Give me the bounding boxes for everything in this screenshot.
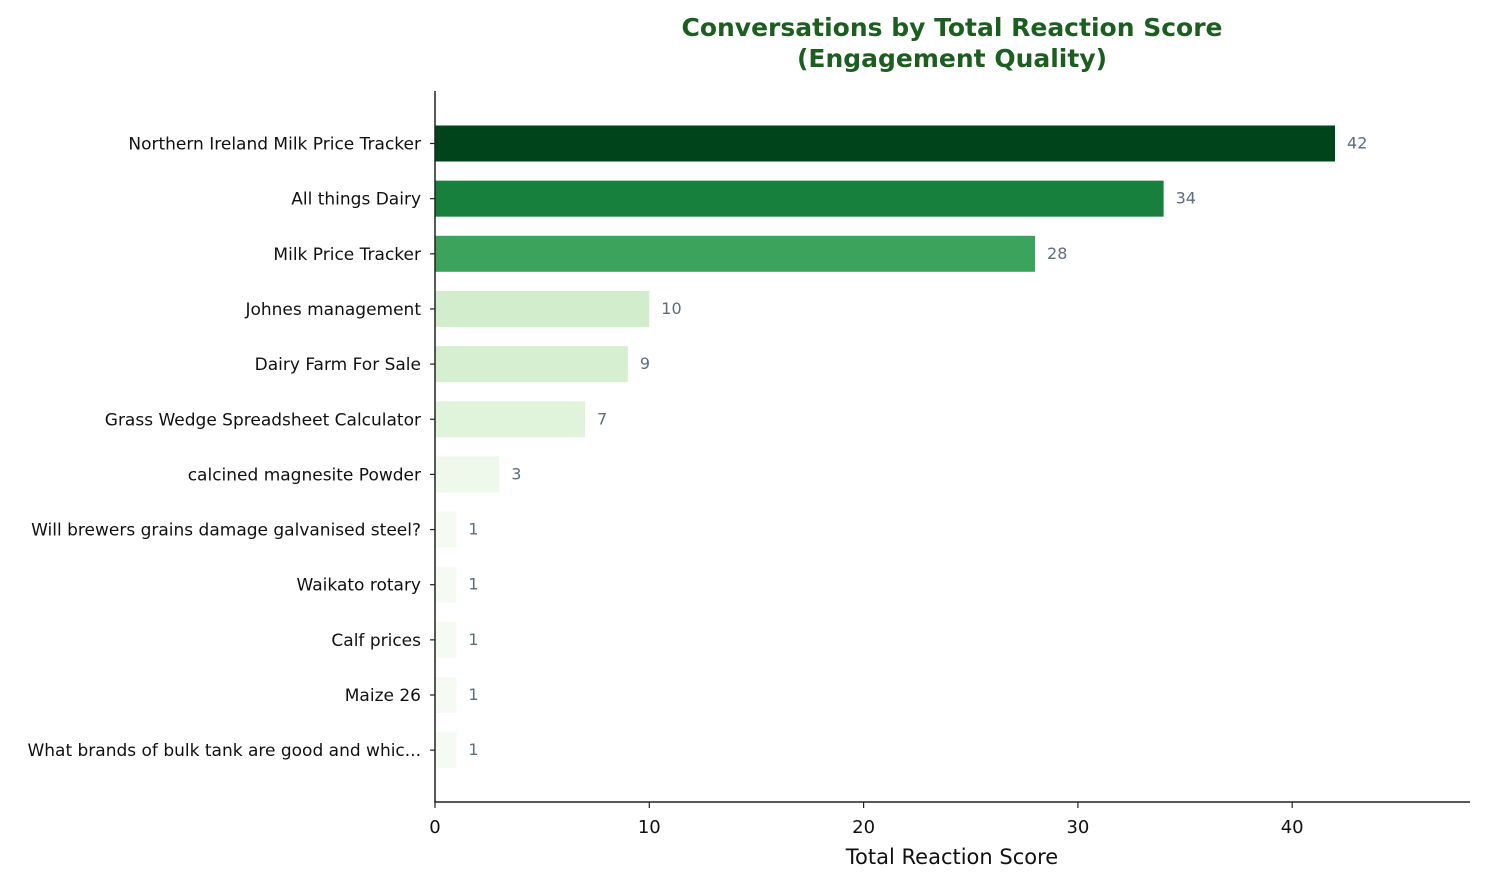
x-tick-label-4: 40	[1281, 817, 1304, 838]
x-axis-title: Total Reaction Score	[845, 845, 1058, 869]
bars-group	[435, 125, 1336, 769]
category-label-4: Dairy Farm For Sale	[255, 355, 421, 375]
chart-title-line-1: Conversations by Total Reaction Score	[681, 13, 1222, 42]
category-label-10: Maize 26	[345, 686, 421, 706]
category-label-1: All things Dairy	[291, 190, 421, 210]
value-label-4: 9	[640, 354, 650, 373]
x-tick-label-3: 30	[1066, 817, 1089, 838]
bar-9	[435, 621, 457, 658]
value-label-11: 1	[468, 740, 478, 759]
value-label-8: 1	[468, 575, 478, 594]
bar-7	[435, 511, 457, 548]
x-tick-label-0: 0	[429, 817, 440, 838]
category-label-11: What brands of bulk tank are good and wh…	[27, 741, 421, 761]
bar-8	[435, 566, 457, 603]
bar-1	[435, 180, 1164, 217]
x-tick-label-2: 20	[852, 817, 875, 838]
value-label-0: 42	[1347, 134, 1367, 153]
value-label-2: 28	[1047, 244, 1067, 263]
x-tick-label-1: 10	[638, 817, 661, 838]
value-label-1: 34	[1176, 189, 1196, 208]
chart-title-line-2: (Engagement Quality)	[797, 44, 1107, 73]
value-label-7: 1	[468, 520, 478, 539]
category-label-7: Will brewers grains damage galvanised st…	[31, 521, 421, 541]
value-label-10: 1	[468, 685, 478, 704]
bar-4	[435, 346, 628, 383]
value-labels-group: 42 34 28 10 9 7 3 1 1 1 1 1	[468, 134, 1367, 760]
bar-5	[435, 401, 586, 438]
value-label-3: 10	[661, 299, 681, 318]
bar-11	[435, 732, 457, 769]
category-label-8: Waikato rotary	[297, 576, 421, 596]
category-label-9: Calf prices	[331, 631, 421, 651]
category-label-2: Milk Price Tracker	[273, 245, 421, 265]
value-label-9: 1	[468, 630, 478, 649]
value-label-5: 7	[597, 409, 607, 428]
category-label-5: Grass Wedge Spreadsheet Calculator	[105, 410, 421, 430]
bar-6	[435, 456, 500, 493]
category-label-0: Northern Ireland Milk Price Tracker	[128, 135, 421, 155]
category-labels-group: Northern Ireland Milk Price Tracker All t…	[27, 135, 435, 761]
bar-2	[435, 235, 1036, 272]
x-axis-ticks-group: 0 10 20 30 40	[429, 802, 1304, 838]
bar-3	[435, 290, 650, 327]
value-label-6: 3	[511, 464, 521, 483]
category-label-6: calcined magnesite Powder	[188, 465, 421, 485]
bar-0	[435, 125, 1336, 162]
category-label-3: Johnes management	[244, 300, 421, 320]
bar-10	[435, 677, 457, 713]
